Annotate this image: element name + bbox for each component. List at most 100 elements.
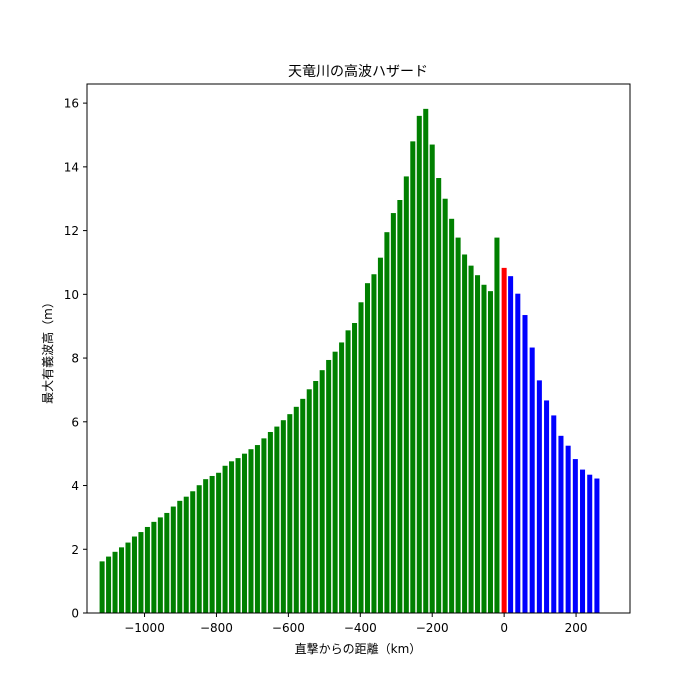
bar — [494, 237, 500, 613]
x-tick-label: 0 — [500, 621, 508, 635]
bar — [565, 445, 571, 613]
y-tick-label: 2 — [71, 543, 79, 557]
y-tick-label: 14 — [64, 160, 79, 174]
bar — [216, 472, 222, 613]
bar — [515, 293, 521, 613]
bar — [229, 461, 235, 613]
bar — [594, 478, 600, 613]
bar — [125, 542, 131, 613]
bar — [332, 351, 338, 613]
bar — [358, 302, 364, 613]
bar — [196, 485, 202, 613]
bar — [112, 551, 118, 613]
bar — [261, 438, 267, 613]
bar — [222, 465, 228, 613]
bar — [190, 491, 196, 613]
bar — [119, 547, 125, 613]
bar — [131, 536, 137, 613]
bar — [157, 517, 163, 613]
bar — [455, 237, 461, 613]
bar — [429, 144, 435, 614]
y-tick-label: 16 — [64, 97, 79, 111]
bar — [306, 389, 312, 613]
bar — [475, 275, 481, 613]
bar — [313, 381, 319, 613]
bar — [235, 458, 241, 613]
bar — [423, 108, 429, 614]
bar — [529, 347, 535, 613]
bar — [558, 435, 564, 613]
bar — [170, 506, 176, 613]
y-tick-label: 0 — [71, 607, 79, 621]
y-tick-label: 8 — [71, 352, 79, 366]
y-axis-ticks: 0 2 4 6 8 10 12 14 16 — [64, 97, 87, 621]
bar — [449, 218, 455, 614]
bar — [280, 420, 286, 613]
bar — [241, 453, 248, 613]
bar — [384, 232, 390, 613]
bar — [99, 561, 105, 613]
y-tick-label: 10 — [64, 288, 79, 302]
bar — [106, 556, 112, 613]
bar — [319, 370, 325, 613]
bar — [580, 469, 586, 613]
bar — [267, 431, 273, 613]
bar — [436, 178, 442, 613]
bar — [501, 267, 507, 613]
bar — [151, 521, 157, 613]
bar — [551, 415, 557, 613]
x-tick-label: −200 — [416, 621, 449, 635]
bar — [587, 474, 593, 613]
x-tick-label: −600 — [272, 621, 305, 635]
bar — [468, 265, 474, 613]
bar — [397, 200, 403, 613]
x-tick-label: −400 — [344, 621, 377, 635]
bar — [390, 213, 396, 613]
bar — [164, 512, 170, 613]
x-axis-label: 直撃からの距離（km） — [295, 641, 422, 656]
bar — [293, 406, 299, 613]
bar — [345, 330, 351, 613]
x-tick-label: −800 — [200, 621, 233, 635]
bar — [339, 342, 345, 613]
bar — [403, 176, 409, 614]
bar — [352, 323, 358, 613]
bar — [138, 532, 144, 613]
y-tick-label: 12 — [64, 224, 79, 238]
y-tick-label: 6 — [71, 415, 79, 429]
bar — [377, 257, 383, 613]
bar — [536, 380, 542, 613]
bar — [364, 283, 370, 613]
x-tick-label: 200 — [565, 621, 588, 635]
bar — [254, 445, 260, 613]
bar — [209, 475, 215, 613]
x-tick-label: −1000 — [124, 621, 165, 635]
bar — [371, 274, 377, 613]
bar — [274, 426, 280, 613]
bar — [544, 400, 550, 613]
bar — [177, 500, 183, 613]
bar — [508, 276, 514, 613]
bar — [522, 315, 528, 613]
bar — [487, 291, 493, 613]
plot-frame — [86, 83, 631, 614]
bar — [287, 414, 293, 613]
y-axis-label: 最大有義波高（m） — [40, 296, 55, 404]
bar — [203, 479, 209, 613]
bars-group — [99, 108, 600, 614]
bar — [572, 459, 578, 613]
bar — [248, 449, 254, 613]
bar — [183, 496, 189, 613]
bar — [410, 141, 416, 614]
chart-title: 天竜川の高波ハザード — [288, 63, 428, 80]
x-axis-ticks: −1000 −800 −600 −400 −200 0 200 — [124, 613, 588, 635]
y-tick-label: 4 — [71, 479, 79, 493]
bar — [144, 526, 150, 613]
bar — [442, 198, 448, 613]
bar — [326, 359, 332, 613]
bar — [300, 398, 306, 613]
bar — [462, 254, 468, 614]
bar — [481, 284, 487, 613]
bar — [416, 115, 422, 614]
